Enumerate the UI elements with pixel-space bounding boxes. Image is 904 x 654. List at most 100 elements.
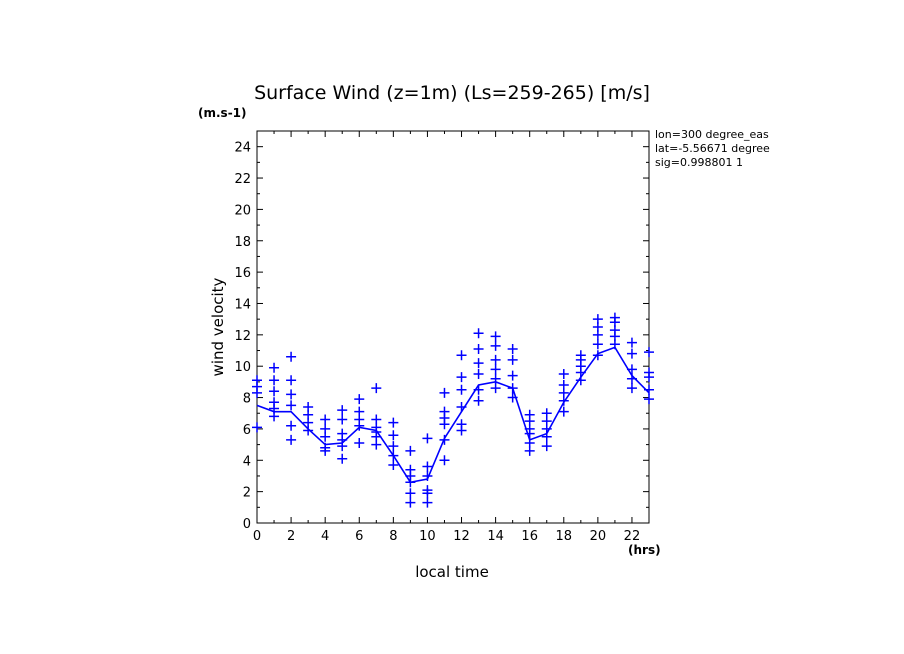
data-point-marker xyxy=(422,470,433,481)
data-point-marker xyxy=(337,453,348,464)
data-point-marker xyxy=(575,350,586,361)
data-point-marker xyxy=(320,423,331,434)
info-sig: sig=0.998801 1 xyxy=(655,156,743,169)
info-clip xyxy=(780,128,904,173)
data-point-marker xyxy=(337,414,348,425)
data-point-marker xyxy=(541,408,552,419)
x-tick-label: 2 xyxy=(287,529,295,544)
data-point-marker xyxy=(507,392,518,403)
data-point-marker xyxy=(269,386,280,397)
data-point-marker xyxy=(644,367,654,378)
x-tick-label: 6 xyxy=(355,529,363,544)
data-point-marker xyxy=(252,375,262,386)
data-point-marker xyxy=(388,441,399,452)
y-tick-label: 18 xyxy=(234,235,251,250)
data-point-marker xyxy=(439,455,450,466)
data-point-marker xyxy=(286,389,297,400)
data-point-marker xyxy=(456,384,467,395)
y-tick-label: 10 xyxy=(234,360,251,375)
plot-frame xyxy=(256,130,650,524)
data-point-marker xyxy=(269,397,280,408)
x-tick-label: 14 xyxy=(487,529,504,544)
data-point-marker xyxy=(524,438,535,449)
data-point-marker xyxy=(490,373,501,384)
data-point-marker xyxy=(269,362,280,373)
data-point-marker xyxy=(456,401,467,412)
data-point-marker xyxy=(473,358,484,369)
data-point-marker xyxy=(422,497,433,508)
data-point-marker xyxy=(405,488,416,499)
y-axis-label: wind velocity xyxy=(209,277,227,376)
mean-wind-line xyxy=(256,346,650,484)
x-tick-label: 8 xyxy=(389,529,397,544)
y-tick-label: 12 xyxy=(234,329,251,344)
data-point-marker xyxy=(473,384,484,395)
x-tick-label: 22 xyxy=(624,529,641,544)
data-series xyxy=(252,312,654,508)
data-point-marker xyxy=(456,419,467,430)
x-tick-label: 0 xyxy=(253,529,261,544)
data-point-marker xyxy=(388,417,399,428)
data-point-marker xyxy=(490,364,501,375)
x-tick-label: 20 xyxy=(590,529,607,544)
data-point-marker xyxy=(439,406,450,417)
y-tick-label: 16 xyxy=(234,266,251,281)
y-tick-label: 14 xyxy=(234,297,251,312)
data-point-marker xyxy=(490,383,501,394)
data-point-marker xyxy=(592,350,603,361)
data-point-marker xyxy=(609,312,620,323)
data-point-marker xyxy=(473,395,484,406)
data-point-marker xyxy=(558,369,569,380)
y-tick-label: 0 xyxy=(243,517,251,532)
y-tick-label: 24 xyxy=(234,141,251,156)
y-tick-label: 4 xyxy=(243,454,251,469)
data-point-marker xyxy=(303,401,314,412)
data-point-marker xyxy=(320,414,331,425)
data-point-marker xyxy=(592,314,603,325)
data-point-marker xyxy=(422,485,433,496)
info-lat: lat=-5.56671 degree xyxy=(655,142,770,155)
data-point-marker xyxy=(337,405,348,416)
data-point-marker xyxy=(626,373,637,384)
x-tick-label: 4 xyxy=(321,529,329,544)
data-point-marker xyxy=(439,434,450,445)
y-unit-label: (m.s-1) xyxy=(198,106,247,120)
data-point-marker xyxy=(388,450,399,461)
y-tick-label: 8 xyxy=(243,392,251,407)
data-point-marker xyxy=(456,372,467,383)
y-tick-label: 6 xyxy=(243,423,251,438)
data-point-marker xyxy=(644,394,654,405)
data-point-marker xyxy=(473,369,484,380)
data-point-marker xyxy=(286,351,297,362)
data-point-marker xyxy=(388,459,399,470)
x-tick-label: 16 xyxy=(521,529,538,544)
data-point-marker xyxy=(541,441,552,452)
x-unit-label: (hrs) xyxy=(628,543,661,557)
x-tick-label: 12 xyxy=(453,529,470,544)
data-point-marker xyxy=(439,387,450,398)
chart-title: Surface Wind (z=1m) (Ls=259-265) [m/s] xyxy=(254,82,650,104)
y-tick-label: 2 xyxy=(243,486,251,501)
data-point-marker xyxy=(490,340,501,351)
data-point-marker xyxy=(490,354,501,365)
data-point-marker xyxy=(558,406,569,417)
data-point-marker xyxy=(490,331,501,342)
data-point-marker xyxy=(405,464,416,475)
data-point-marker xyxy=(592,339,603,350)
data-point-marker xyxy=(286,434,297,445)
data-point-marker xyxy=(644,384,654,395)
data-point-marker xyxy=(354,406,365,417)
x-axis-label: local time xyxy=(415,563,489,581)
data-point-marker xyxy=(507,354,518,365)
data-point-marker xyxy=(269,375,280,386)
x-tick-label: 10 xyxy=(419,529,436,544)
data-point-marker xyxy=(626,383,637,394)
data-point-marker xyxy=(252,422,262,433)
data-point-marker xyxy=(507,383,518,394)
data-point-marker xyxy=(354,394,365,405)
x-tick-label: 18 xyxy=(556,529,573,544)
data-point-marker xyxy=(473,343,484,354)
data-point-marker xyxy=(320,442,331,453)
